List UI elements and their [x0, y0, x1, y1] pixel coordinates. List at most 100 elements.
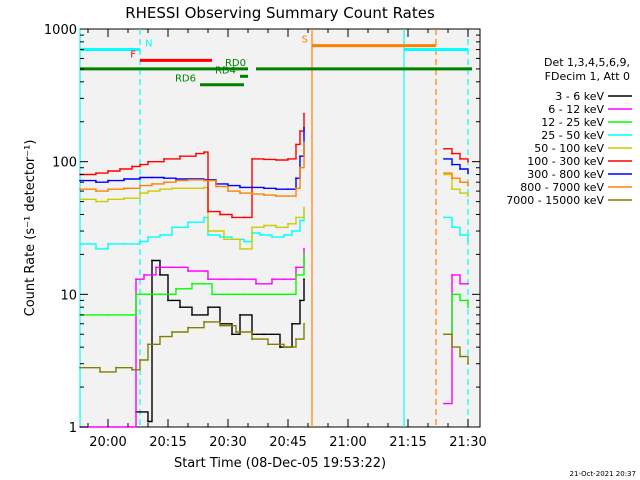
data-point-3-6-keV-7 — [207, 306, 209, 309]
data-point-25-50-keV-18 — [291, 230, 293, 232]
y-tick-label-2: 100 — [52, 156, 77, 171]
data-point-7000-15000-keV-11 — [235, 331, 237, 333]
data-point-3-6-keV-12 — [263, 333, 265, 336]
footer-date: 21-Oct-2021 20:37 — [570, 470, 636, 478]
data-point-12-25-keV-6 — [175, 287, 177, 290]
data-point-6-12-keV-6 — [187, 270, 189, 272]
data-point-100-300-keV-12 — [219, 213, 221, 216]
data-point-100-300-keV-21 — [303, 112, 305, 115]
data-point-25-50-keV-19 — [299, 219, 301, 222]
data-point-12-25-keV-18 — [451, 293, 453, 296]
data-point-25-50-keV-22 — [451, 226, 453, 229]
data-point-300-800-keV-16 — [287, 188, 289, 191]
data-point-6-12-keV-10 — [255, 282, 257, 285]
data-point-50-100-keV-21 — [451, 188, 453, 191]
data-point-100-300-keV-4 — [131, 165, 133, 168]
data-point-800-7000-keV-8 — [187, 178, 189, 181]
data-point-300-800-keV-18 — [299, 155, 301, 158]
legend-label-7000-15000-keV: 7000 - 15000 keV — [506, 194, 604, 207]
data-point-50-100-keV-4 — [139, 192, 141, 195]
data-point-12-25-keV-19 — [459, 299, 461, 302]
data-point-100-300-keV-19 — [295, 143, 297, 146]
data-point-7000-15000-keV-8 — [187, 326, 189, 329]
data-point-6-12-keV-18 — [467, 282, 469, 285]
data-point-50-100-keV-9 — [203, 186, 205, 189]
data-point-6-12-keV-7 — [207, 278, 209, 281]
data-point-100-300-keV-8 — [179, 155, 181, 158]
data-point-7000-15000-keV-6 — [159, 335, 161, 338]
count-rate-series — [79, 112, 469, 428]
data-point-100-300-keV-5 — [139, 163, 141, 166]
series-line-800-7000-keV-1 — [444, 172, 469, 186]
data-point-300-800-keV-6 — [163, 177, 165, 180]
data-point-12-25-keV-10 — [227, 293, 229, 296]
data-point-7000-15000-keV-4 — [139, 359, 141, 361]
legend-label-25-50-keV: 25 - 50 keV — [541, 129, 604, 142]
data-point-300-800-keV-3 — [123, 178, 125, 180]
x-tick-label-6: 21:30 — [449, 435, 486, 450]
data-point-7000-15000-keV-13 — [267, 343, 269, 346]
data-point-800-7000-keV-14 — [263, 194, 265, 197]
data-point-3-6-keV-13 — [279, 346, 281, 348]
data-point-25-50-keV-21 — [443, 216, 445, 219]
data-point-12-25-keV-1 — [107, 314, 109, 316]
x-tick-label-2: 20:30 — [209, 435, 246, 450]
data-point-12-25-keV-12 — [255, 293, 257, 296]
data-point-50-100-keV-17 — [287, 222, 289, 225]
data-point-7000-15000-keV-17 — [443, 333, 445, 336]
data-point-800-7000-keV-22 — [459, 181, 461, 184]
data-point-800-7000-keV-10 — [215, 185, 217, 188]
legend-label-800-7000-keV: 800 - 7000 keV — [520, 181, 604, 194]
data-point-6-12-keV-3 — [143, 274, 145, 276]
legend-label-50-100-keV: 50 - 100 keV — [534, 142, 604, 155]
data-point-12-25-keV-9 — [211, 293, 213, 296]
data-point-300-800-keV-0 — [79, 179, 81, 182]
data-point-300-800-keV-13 — [251, 186, 253, 189]
data-point-50-100-keV-22 — [459, 192, 461, 195]
state-bar-label-rd0: RD0 — [225, 58, 246, 69]
data-point-25-50-keV-11 — [219, 236, 221, 239]
data-point-50-100-keV-3 — [123, 197, 125, 200]
data-point-100-300-keV-6 — [147, 160, 149, 163]
data-point-50-100-keV-19 — [303, 206, 305, 209]
data-point-6-12-keV-4 — [155, 266, 157, 269]
data-point-25-50-keV-4 — [139, 240, 141, 243]
series-300-800-keV — [79, 126, 469, 191]
data-point-50-100-keV-23 — [467, 195, 469, 198]
data-point-50-100-keV-0 — [79, 198, 81, 201]
data-point-25-50-keV-16 — [271, 236, 273, 239]
data-point-50-100-keV-11 — [223, 238, 225, 241]
data-point-100-300-keV-18 — [287, 158, 289, 160]
data-point-100-300-keV-24 — [459, 158, 461, 160]
data-point-50-100-keV-6 — [159, 188, 161, 191]
legend: Det 1,3,4,5,6,9, FDecim 1, Att 0 3 - 6 k… — [506, 56, 632, 207]
data-point-25-50-keV-9 — [203, 216, 205, 219]
data-point-7000-15000-keV-0 — [79, 366, 81, 369]
data-point-50-100-keV-13 — [243, 248, 245, 250]
data-point-800-7000-keV-6 — [163, 181, 165, 184]
data-point-3-6-keV-10 — [239, 314, 241, 316]
state-bar-label-s: S — [302, 35, 308, 46]
data-point-100-300-keV-25 — [467, 160, 469, 163]
data-point-6-12-keV-16 — [451, 274, 453, 276]
data-point-6-12-keV-2 — [135, 278, 137, 281]
data-point-100-300-keV-22 — [443, 147, 445, 150]
data-point-25-50-keV-1 — [95, 248, 97, 250]
data-point-50-100-keV-20 — [443, 173, 445, 176]
series-line-6-12-keV-1 — [444, 274, 468, 405]
data-point-100-300-keV-14 — [243, 216, 245, 219]
data-point-100-300-keV-17 — [275, 159, 277, 161]
data-point-100-300-keV-7 — [163, 158, 165, 160]
data-point-25-50-keV-17 — [283, 234, 285, 236]
y-tick-label-0: 1 — [69, 421, 77, 436]
data-point-3-6-keV-14 — [291, 322, 293, 325]
data-point-6-12-keV-15 — [443, 402, 445, 405]
data-point-7000-15000-keV-14 — [283, 346, 285, 348]
data-point-100-300-keV-20 — [299, 130, 301, 133]
data-point-300-800-keV-15 — [275, 188, 277, 191]
data-point-3-6-keV-3 — [159, 274, 161, 276]
state-bar-label-rd6: RD6 — [175, 74, 196, 85]
series-line-100-300-keV-0 — [80, 113, 305, 219]
data-point-12-25-keV-3 — [135, 293, 137, 296]
data-point-300-800-keV-23 — [467, 172, 469, 175]
